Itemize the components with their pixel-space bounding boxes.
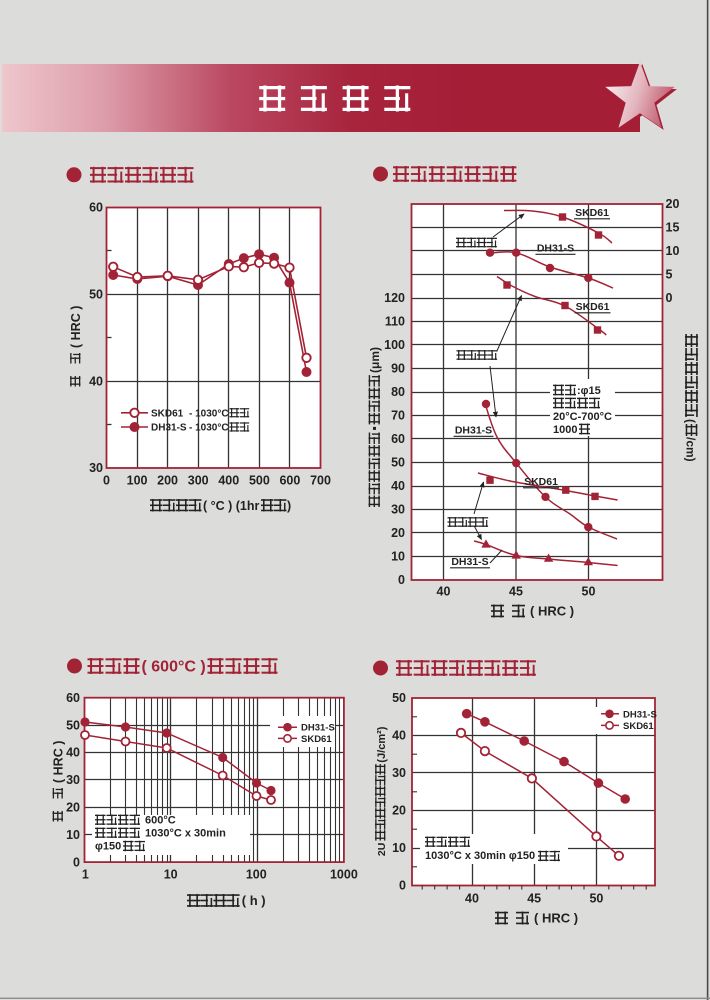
svg-text:DH31-S: DH31-S [537, 243, 574, 255]
svg-text:/cm): /cm) [684, 437, 698, 462]
svg-text:(J/cm²): (J/cm²) [376, 726, 388, 762]
svg-text:200: 200 [157, 474, 178, 488]
svg-text:1: 1 [82, 868, 89, 882]
svg-text:30: 30 [392, 766, 406, 780]
svg-text:20: 20 [666, 197, 680, 211]
svg-text:- 1030°C: - 1030°C [189, 409, 229, 420]
svg-text:60: 60 [89, 201, 103, 215]
svg-text:45: 45 [509, 585, 523, 599]
svg-text:0: 0 [398, 573, 405, 587]
svg-text:- 1030°C: - 1030°C [189, 423, 229, 434]
svg-text:50: 50 [582, 585, 596, 599]
svg-text:110: 110 [385, 315, 405, 329]
svg-text:30: 30 [391, 503, 405, 517]
svg-text:0: 0 [103, 474, 110, 488]
svg-text:DH31-S: DH31-S [451, 556, 488, 568]
svg-text:30: 30 [89, 461, 103, 475]
svg-text:SKD61: SKD61 [576, 301, 610, 313]
svg-text:DH31-S: DH31-S [151, 423, 187, 434]
svg-text:10: 10 [392, 841, 406, 855]
svg-text:50: 50 [392, 691, 406, 705]
svg-text:120: 120 [384, 291, 405, 305]
svg-text:10: 10 [66, 828, 80, 842]
svg-text:1000: 1000 [553, 424, 577, 436]
svg-text:40: 40 [89, 374, 103, 388]
svg-text:( h ): ( h ) [242, 893, 266, 908]
svg-text:20: 20 [66, 801, 80, 815]
svg-text:20: 20 [391, 526, 405, 540]
svg-text:SKD61: SKD61 [301, 734, 332, 745]
svg-text:600: 600 [279, 474, 300, 488]
svg-text:( HRC ): ( HRC ) [69, 306, 83, 348]
svg-text:0: 0 [666, 291, 673, 305]
svg-text::φ15: :φ15 [577, 385, 601, 397]
svg-text:15: 15 [666, 221, 680, 235]
svg-text:600°C: 600°C [145, 815, 176, 827]
svg-text:φ150: φ150 [95, 841, 121, 853]
svg-text:40: 40 [392, 729, 406, 743]
svg-text:500: 500 [249, 474, 270, 488]
svg-text:80: 80 [391, 385, 405, 399]
svg-text:70: 70 [391, 409, 405, 423]
svg-text:): ) [287, 499, 291, 513]
svg-text:40: 40 [437, 585, 451, 599]
svg-text:40: 40 [465, 892, 479, 906]
svg-text:SKD61: SKD61 [575, 207, 609, 219]
svg-text:50: 50 [66, 718, 80, 732]
svg-text:( HRC ): ( HRC ) [530, 604, 574, 619]
svg-text:100: 100 [127, 474, 148, 488]
svg-text:10: 10 [666, 244, 680, 258]
svg-text:(μm): (μm) [368, 347, 382, 373]
svg-text:60: 60 [66, 691, 80, 705]
svg-text:100: 100 [246, 868, 267, 882]
svg-text:45: 45 [527, 892, 541, 906]
svg-text:2U: 2U [376, 843, 388, 856]
svg-text:10: 10 [391, 550, 405, 564]
svg-text:SKD61: SKD61 [151, 409, 184, 420]
svg-text:50: 50 [391, 456, 405, 470]
svg-text:40: 40 [391, 479, 405, 493]
svg-text:40: 40 [66, 746, 80, 760]
svg-text:30: 30 [66, 773, 80, 787]
svg-text:100: 100 [384, 338, 405, 352]
svg-text:1000: 1000 [330, 868, 358, 882]
svg-text:20: 20 [392, 804, 406, 818]
svg-text:SKD61: SKD61 [623, 721, 654, 732]
svg-text:( HRC ): ( HRC ) [52, 741, 66, 783]
svg-text:0: 0 [399, 879, 406, 893]
svg-text:700: 700 [310, 474, 331, 488]
svg-text:( 600°C ): ( 600°C ) [142, 659, 206, 676]
svg-text:5: 5 [666, 268, 673, 282]
svg-text:SKD61: SKD61 [524, 476, 558, 488]
svg-text:1030°C x 30min: 1030°C x 30min [145, 828, 226, 840]
svg-text:60: 60 [391, 432, 405, 446]
svg-text:( HRC ): ( HRC ) [534, 911, 578, 926]
svg-text:DH31-S: DH31-S [301, 723, 335, 734]
svg-text:50: 50 [589, 892, 603, 906]
svg-text:1030°C x 30min φ150: 1030°C x 30min φ150 [425, 850, 535, 862]
svg-text:20°C-700°C: 20°C-700°C [553, 411, 612, 423]
svg-text:0: 0 [73, 855, 80, 869]
svg-text:10: 10 [164, 868, 178, 882]
svg-text:DH31-S: DH31-S [623, 709, 657, 720]
svg-text:300: 300 [188, 474, 209, 488]
svg-text:( °C ) (1hr: ( °C ) (1hr [203, 499, 260, 513]
svg-text:50: 50 [89, 288, 103, 302]
svg-text:(: ( [684, 419, 698, 423]
svg-text:90: 90 [391, 362, 405, 376]
svg-text:400: 400 [218, 474, 239, 488]
svg-text:DH31-S: DH31-S [455, 425, 492, 437]
